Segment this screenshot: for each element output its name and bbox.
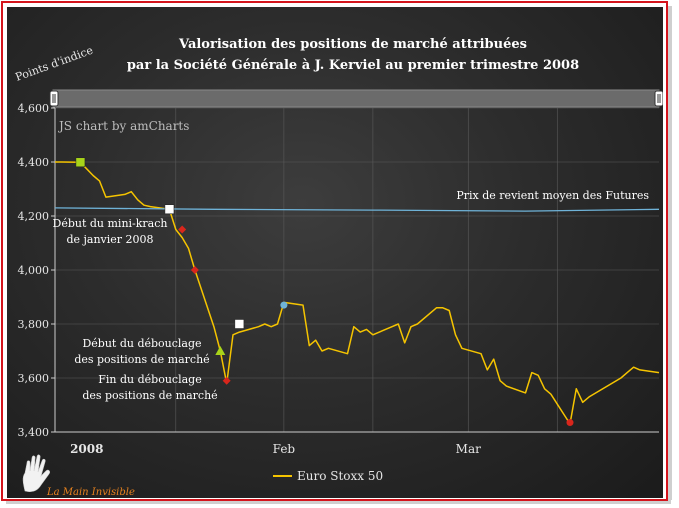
- annotation-mini-krach-line2: de janvier 2008: [66, 233, 153, 246]
- frame-shadow-right: [668, 6, 672, 500]
- series-line-prix-de-revient[interactable]: [54, 207, 660, 212]
- legend[interactable]: Euro Stoxx 50: [273, 469, 383, 483]
- scrollbar-right-grip-icon[interactable]: [654, 90, 663, 107]
- y-tick-label: 4,000: [18, 264, 50, 277]
- event-marker[interactable]: [178, 225, 187, 234]
- logo-text: La Main Invisible: [46, 487, 135, 498]
- chart-svg: Valorisation des positions de marché att…: [14, 37, 663, 498]
- y-axis-label: Points d'indice: [14, 44, 95, 84]
- annotation-fin-debouclage-line2: des positions de marché: [82, 389, 217, 402]
- annotation-mini-krach-line1: Début du mini-krach: [53, 217, 168, 230]
- annotation-debut-debouclage-line1: Début du débouclage: [82, 337, 201, 350]
- y-tick-label: 3,800: [18, 318, 50, 331]
- event-marker[interactable]: [75, 157, 86, 168]
- chart-frame: Valorisation des positions de marché att…: [1, 1, 668, 501]
- event-marker[interactable]: [234, 319, 245, 329]
- y-tick-label: 4,400: [18, 156, 50, 169]
- chart-title-line1: Valorisation des positions de marché att…: [178, 37, 527, 52]
- x-tick-label: 2008: [70, 442, 103, 456]
- scrollbar-track[interactable]: [52, 89, 660, 108]
- event-marker[interactable]: [164, 204, 175, 214]
- event-marker[interactable]: [280, 301, 288, 309]
- frame-shadow-bottom: [6, 500, 671, 504]
- event-marker[interactable]: [222, 376, 231, 385]
- annotation-prix-de-revient: Prix de revient moyen des Futures: [456, 189, 649, 202]
- y-tick-label: 4,600: [18, 102, 50, 115]
- hand-logo-icon: [22, 454, 50, 492]
- x-tick-label: Feb: [273, 442, 296, 456]
- annotation-debut-debouclage-line2: des positions de marché: [74, 353, 209, 366]
- x-tick-label: Mar: [456, 442, 481, 456]
- legend-label: Euro Stoxx 50: [297, 469, 383, 483]
- event-marker[interactable]: [566, 419, 574, 427]
- amcharts-credit[interactable]: JS chart by amCharts: [57, 119, 189, 133]
- event-marker[interactable]: [215, 346, 226, 355]
- y-tick-label: 4,200: [18, 210, 50, 223]
- y-tick-label: 3,600: [18, 372, 50, 385]
- y-tick-label: 3,400: [18, 426, 50, 439]
- chalkboard-background: Valorisation des positions de marché att…: [7, 7, 663, 498]
- chart-title-line2: par la Société Générale à J. Kerviel au …: [127, 58, 579, 73]
- event-marker[interactable]: [190, 266, 199, 274]
- scrollbar-left-grip-icon[interactable]: [49, 90, 59, 107]
- annotation-fin-debouclage-line1: Fin du débouclage: [98, 373, 201, 386]
